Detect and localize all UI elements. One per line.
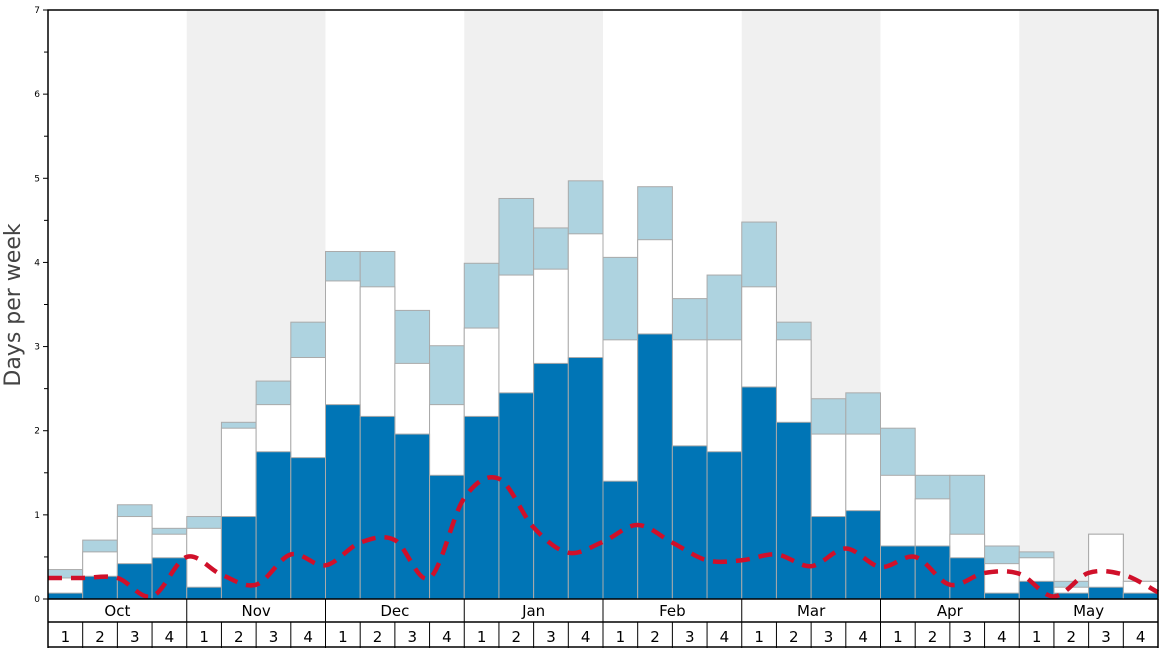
week-label: 1	[199, 628, 209, 646]
week-label: 3	[824, 628, 834, 646]
month-label: May	[1073, 602, 1104, 620]
y-tick-label: 1	[34, 511, 40, 521]
plot-frame	[47, 9, 1159, 600]
bar-dark	[775, 421, 812, 600]
week-label: 2	[234, 628, 244, 646]
y-axis: 0 1 2 3 4 5 6 7	[34, 6, 48, 605]
week-label: 2	[650, 628, 660, 646]
bar-dark	[325, 404, 361, 600]
bar-dark	[845, 510, 881, 600]
week-label: 1	[1032, 628, 1042, 646]
week-label: 3	[407, 628, 417, 646]
week-label: 1	[61, 628, 71, 646]
week-label: 4	[581, 628, 591, 646]
bar-dark	[706, 451, 743, 600]
month-label: Nov	[241, 602, 270, 620]
bar-dark	[880, 545, 916, 600]
week-label: 3	[1101, 628, 1111, 646]
bar-dark	[602, 480, 639, 600]
trend-line-layer	[48, 475, 1160, 600]
bar-dark	[671, 445, 708, 600]
y-tick-label: 2	[34, 427, 40, 437]
month-band	[1019, 10, 1158, 599]
week-label: 4	[165, 628, 175, 646]
x-axis: Oct Nov Dec Jan Feb Mar Apr May 1 2 3 4 1 2 3 4 1 2 3 4 1 2 3 4…	[47, 599, 1159, 648]
bar-dark	[463, 415, 500, 600]
month-label: Jan	[521, 602, 545, 620]
y-tick-label: 0	[34, 595, 40, 605]
y-axis-label: Days per week	[1, 223, 26, 386]
bar-dark	[1122, 592, 1159, 600]
bar-dark	[186, 586, 222, 600]
week-label: 1	[477, 628, 487, 646]
bar-dark	[255, 451, 292, 600]
bar-dark	[914, 545, 951, 600]
y-tick-label: 7	[34, 6, 40, 16]
bar-dark	[741, 386, 777, 600]
week-label: 1	[893, 628, 903, 646]
week-label: 1	[338, 628, 348, 646]
week-label: 3	[685, 628, 695, 646]
week-label: 4	[858, 628, 868, 646]
week-label: 3	[130, 628, 140, 646]
trend-line	[48, 475, 1160, 600]
week-label: 1	[616, 628, 626, 646]
week-label: 4	[720, 628, 730, 646]
bar-dark	[1088, 586, 1124, 600]
week-label: 2	[95, 628, 105, 646]
bar-dark	[533, 362, 569, 600]
week-label: 1	[754, 628, 764, 646]
month-label: Mar	[797, 602, 826, 620]
bar-dark	[290, 457, 326, 600]
week-label: 4	[303, 628, 313, 646]
y-tick-label: 3	[34, 343, 40, 353]
bar-dark	[394, 433, 431, 600]
week-label: 3	[546, 628, 556, 646]
week-label: 2	[789, 628, 799, 646]
month-label: Oct	[104, 602, 130, 620]
week-label: 4	[997, 628, 1007, 646]
month-label: Apr	[937, 602, 964, 620]
bar-dark	[567, 357, 604, 600]
month-label: Feb	[659, 602, 686, 620]
y-tick-label: 4	[34, 258, 40, 268]
bar-dark	[359, 415, 396, 600]
week-label: 4	[442, 628, 452, 646]
week-label: 2	[1067, 628, 1077, 646]
month-label: Dec	[380, 602, 409, 620]
bar-dark	[429, 474, 465, 600]
bar-dark	[47, 592, 84, 600]
bar-dark	[637, 333, 673, 600]
week-label: 2	[512, 628, 522, 646]
week-label: 2	[928, 628, 938, 646]
week-label: 3	[962, 628, 972, 646]
week-label: 2	[373, 628, 383, 646]
bars	[47, 180, 1159, 600]
y-tick-label: 5	[34, 174, 40, 184]
week-label: 4	[1136, 628, 1146, 646]
bar-dark	[82, 575, 118, 600]
y-tick-label: 6	[34, 90, 40, 100]
week-label: 3	[269, 628, 279, 646]
bar-dark	[984, 592, 1020, 600]
